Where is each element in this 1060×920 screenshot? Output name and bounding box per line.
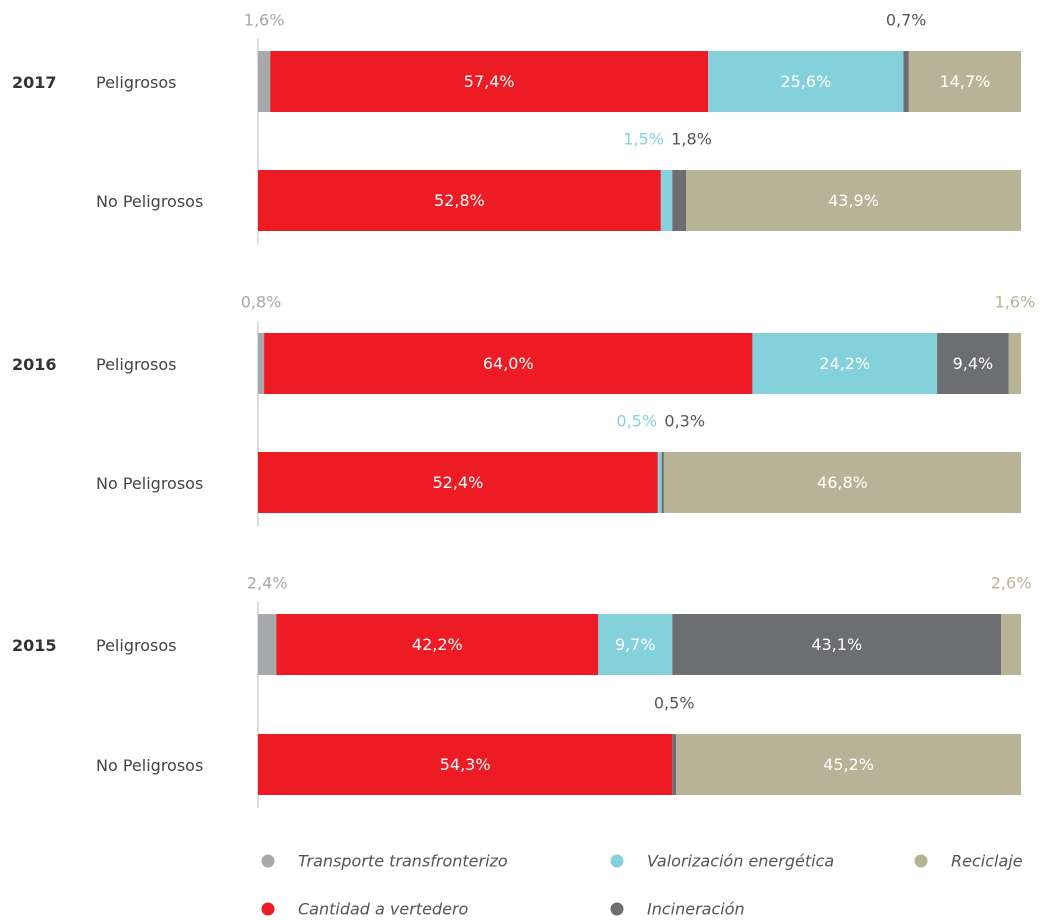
bar-segment [1001, 614, 1021, 675]
legend-swatch [610, 854, 624, 868]
bar-segment [672, 734, 677, 795]
bar-segment [676, 734, 1021, 795]
value-label: 14,7% [940, 72, 991, 91]
category-label: Peligrosos [96, 636, 176, 655]
bar-segment [258, 170, 661, 231]
bar-segment [258, 333, 265, 394]
group-label: 2017 [12, 73, 57, 92]
bar-segment [660, 170, 673, 231]
legend-label: Incineración [647, 900, 745, 919]
value-label: 0,5% [616, 412, 657, 431]
value-label: 42,2% [412, 635, 463, 654]
value-label: 0,5% [654, 694, 695, 713]
value-label: 43,9% [828, 191, 879, 210]
legend-swatch [261, 854, 275, 868]
group-label: 2016 [12, 355, 57, 374]
category-label: No Peligrosos [96, 756, 203, 775]
value-label: 24,2% [819, 354, 870, 373]
bar-segment [258, 452, 658, 513]
value-label: 43,1% [811, 635, 862, 654]
value-label: 0,8% [241, 293, 282, 312]
bar-segment [598, 614, 673, 675]
category-label: No Peligrosos [96, 474, 203, 493]
value-label: 0,3% [664, 412, 705, 431]
bar-segment [903, 51, 909, 112]
bar-segment [661, 452, 664, 513]
legend-label: Reciclaje [951, 852, 1023, 871]
bar-segment [276, 614, 599, 675]
value-label: 54,3% [440, 755, 491, 774]
value-label: 1,6% [244, 11, 285, 30]
value-label: 0,7% [886, 11, 927, 30]
value-label: 46,8% [817, 473, 868, 492]
value-label: 1,8% [671, 130, 712, 149]
category-label: Peligrosos [96, 73, 176, 92]
bar-segment [258, 614, 277, 675]
bar-segment [937, 333, 1009, 394]
value-label: 64,0% [483, 354, 534, 373]
value-label: 52,8% [434, 191, 485, 210]
value-label: 2,4% [247, 574, 288, 593]
bar-segment [1008, 333, 1021, 394]
value-label: 1,6% [995, 293, 1036, 312]
category-label: Peligrosos [96, 355, 176, 374]
bar-segment [708, 51, 904, 112]
bar-segment [270, 51, 709, 112]
bar-segment [672, 614, 1002, 675]
value-label: 45,2% [823, 755, 874, 774]
value-label: 1,5% [623, 130, 664, 149]
bar-segment [672, 170, 687, 231]
bar-segment [686, 170, 1021, 231]
bar-segment [258, 734, 673, 795]
bar-segment [657, 452, 662, 513]
legend-swatch [914, 854, 928, 868]
group-label: 2015 [12, 636, 57, 655]
legend-label: Transporte transfronterizo [298, 852, 508, 871]
value-label: 57,4% [464, 72, 515, 91]
category-label: No Peligrosos [96, 192, 203, 211]
value-label: 9,7% [615, 635, 656, 654]
legend-label: Cantidad a vertedero [298, 900, 469, 919]
value-label: 25,6% [780, 72, 831, 91]
bar-segment [663, 452, 1021, 513]
value-label: 9,4% [953, 354, 994, 373]
bar-segment [258, 51, 271, 112]
value-label: 2,6% [991, 574, 1032, 593]
legend-label: Valorización energética [647, 852, 834, 871]
legend-swatch [261, 902, 275, 916]
legend-swatch [610, 902, 624, 916]
bar-segment [908, 51, 1021, 112]
bar-segment [752, 333, 938, 394]
value-label: 52,4% [432, 473, 483, 492]
bar-segment [264, 333, 753, 394]
